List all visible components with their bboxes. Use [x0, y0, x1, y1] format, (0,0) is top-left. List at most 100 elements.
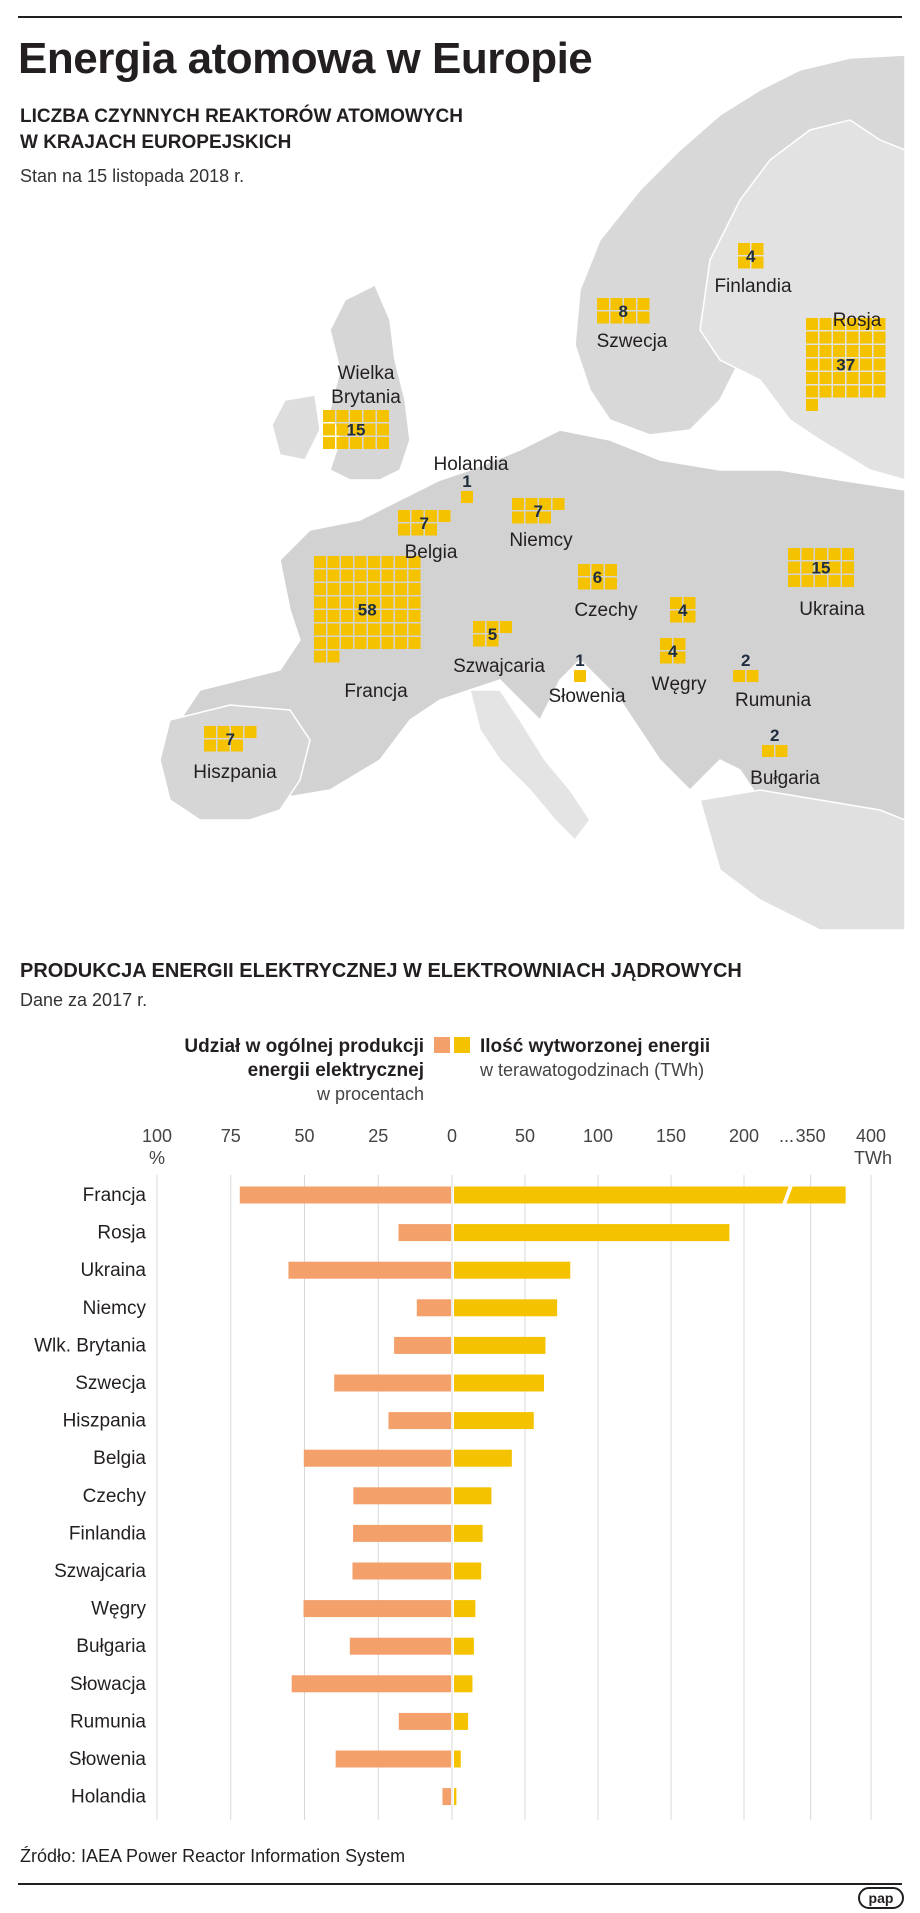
- reactor-square: [323, 410, 335, 422]
- reactor-square: [327, 637, 340, 649]
- reactor-square: [411, 510, 424, 522]
- reactor-square: [860, 331, 872, 344]
- reactor-square: [395, 637, 407, 649]
- legend-right-unit: w terawatogodzinach (TWh): [479, 1060, 704, 1080]
- reactor-square: [350, 437, 362, 449]
- reactor-square: [314, 650, 326, 663]
- reactor-square: [860, 385, 872, 398]
- reactor-block: 2: [762, 726, 788, 757]
- reactor-square: [354, 596, 367, 609]
- tick-unit-right: TWh: [854, 1148, 892, 1168]
- top-rule: [18, 16, 902, 18]
- reactor-square: [217, 726, 230, 738]
- reactor-square: [597, 311, 609, 324]
- reactor-count: 8: [619, 302, 628, 321]
- reactor-square: [368, 596, 380, 609]
- reactor-square: [368, 623, 380, 636]
- reactor-square: [860, 358, 872, 371]
- label-bulgaria: Bułgaria: [750, 768, 820, 789]
- label-holandia: Holandia: [434, 454, 509, 475]
- reactor-count: 2: [770, 726, 779, 745]
- reactor-square: [819, 318, 832, 330]
- reactor-square: [591, 577, 604, 590]
- reactor-square: [806, 372, 818, 384]
- reactor-square: [395, 569, 407, 582]
- reactor-square: [377, 437, 389, 449]
- reactor-square: [327, 583, 340, 595]
- reactor-square: [327, 623, 340, 636]
- category-label: Finlandia: [69, 1523, 147, 1544]
- reactor-block: 4: [670, 597, 696, 623]
- tick-label-right: 400: [856, 1126, 886, 1146]
- reactor-square: [525, 498, 538, 510]
- axis-break-mark: [782, 1185, 793, 1205]
- reactor-square: [341, 596, 353, 609]
- reactor-count: 4: [678, 601, 688, 620]
- land-southeast: [699, 789, 906, 931]
- reactor-square: [368, 610, 380, 622]
- reactor-square: [395, 583, 407, 595]
- legend-swatch-share: [434, 1037, 450, 1053]
- reactor-square: [323, 423, 335, 436]
- reactor-square: [873, 345, 886, 357]
- reactor-square: [738, 256, 750, 269]
- bar-energy: [454, 1750, 461, 1768]
- legend-left-unit: w procentach: [316, 1084, 424, 1104]
- reactor-block: 5: [473, 621, 512, 647]
- reactor-block: 7: [398, 510, 451, 536]
- label-brytania: Brytania: [331, 387, 401, 408]
- reactor-square: [819, 358, 832, 371]
- reactor-square: [860, 345, 872, 357]
- reactor-block: 1: [461, 472, 473, 503]
- tick-label-right: 350: [796, 1126, 826, 1146]
- reactor-square: [354, 623, 367, 636]
- reactor-square: [833, 345, 845, 357]
- reactor-block: 4: [738, 243, 764, 269]
- reactor-square: [775, 745, 788, 757]
- label-slowenia: Słowenia: [548, 686, 626, 707]
- reactor-block: 4: [660, 638, 686, 664]
- reactor-square: [323, 437, 335, 449]
- reactor-count: 37: [836, 356, 855, 375]
- bar-energy: [454, 1449, 512, 1467]
- reactor-square: [552, 498, 565, 510]
- bar-share: [349, 1637, 451, 1655]
- category-label: Holandia: [71, 1787, 146, 1808]
- reactor-square: [846, 318, 859, 330]
- reactor-square: [806, 385, 818, 398]
- reactor-count: 4: [668, 642, 678, 661]
- reactor-square: [833, 385, 845, 398]
- reactor-square: [806, 318, 818, 330]
- reactor-square: [801, 548, 814, 560]
- reactor-square: [395, 596, 407, 609]
- chart-legend: Udział w ogólnej produkcji energii elekt…: [184, 1036, 710, 1104]
- page-title: Energia atomowa w Europie: [18, 34, 593, 83]
- tick-label-right: ...: [779, 1126, 794, 1146]
- label-belgia: Belgia: [405, 542, 458, 563]
- reactor-square: [408, 610, 421, 622]
- reactor-square: [411, 523, 424, 536]
- reactor-square: [815, 548, 827, 560]
- reactor-square: [873, 318, 886, 330]
- reactor-square: [408, 637, 421, 649]
- reactor-square: [327, 556, 340, 568]
- reactor-square: [819, 345, 832, 357]
- reactor-square: [846, 372, 859, 384]
- label-rumunia: Rumunia: [735, 690, 811, 711]
- reactor-block: 7: [204, 726, 257, 752]
- reactor-block: 8: [597, 298, 650, 324]
- reactor-count: 4: [746, 247, 756, 266]
- reactor-square: [341, 569, 353, 582]
- reactor-square: [354, 637, 367, 649]
- reactor-count: 6: [593, 568, 602, 587]
- legend-right-line1: Ilość wytworzonej energii: [480, 1036, 710, 1057]
- bar-share: [303, 1600, 451, 1618]
- reactor-square: [398, 523, 410, 536]
- reactor-square: [327, 596, 340, 609]
- bar-energy: [454, 1299, 558, 1317]
- reactor-square: [788, 575, 800, 587]
- pap-logo: pap: [858, 1887, 904, 1909]
- reactor-square: [673, 638, 686, 650]
- bar-share: [335, 1750, 451, 1768]
- reactor-square: [327, 650, 340, 663]
